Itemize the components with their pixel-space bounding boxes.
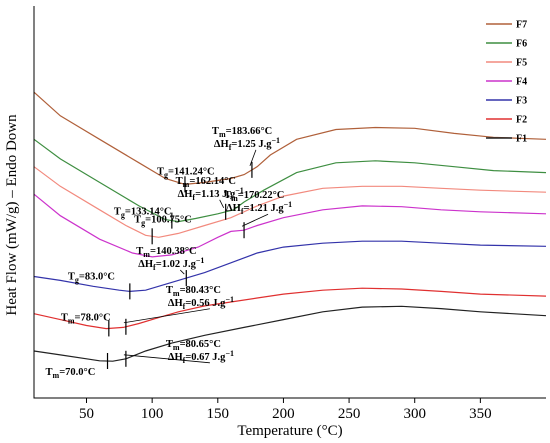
annotation-leader [249, 149, 257, 166]
series-line-f5 [33, 166, 547, 238]
legend-label: F5 [516, 58, 527, 69]
annotation-label: Tm=70.0°C [46, 367, 96, 380]
x-tick-label: 100 [141, 406, 164, 422]
series-line-f3 [33, 240, 547, 293]
legend-label: F2 [516, 115, 527, 126]
annotation-label: Tg=141.24°C [157, 166, 215, 179]
x-tick-label: 150 [207, 406, 230, 422]
annotation-label: Tm=80.65°C [166, 339, 221, 352]
series-line-f7 [33, 91, 547, 186]
x-tick-label: 300 [403, 406, 426, 422]
axis-frame [33, 6, 546, 399]
annotation-enthalpy: ΔHf=1.25 J.g−1 [214, 136, 280, 152]
annotation-label: Tm=170.22°C [224, 190, 284, 203]
x-tick-label: 250 [338, 406, 361, 422]
annotation-enthalpy: ΔHf=1.21 J.g−1 [226, 200, 292, 216]
x-axis-title: Temperature (°C) [237, 423, 342, 439]
series-line-f1 [33, 305, 547, 362]
annotation-label: Tm=140.38°C [136, 246, 196, 259]
y-axis-title: Heat Flow (mW/g) – Endo Down [4, 114, 20, 316]
annotation-enthalpy: ΔHf=0.56 J.g−1 [168, 295, 234, 311]
x-tick-label: 350 [469, 406, 492, 422]
x-tick-label: 50 [79, 406, 94, 422]
legend-label: F1 [516, 134, 527, 145]
annotation-label: Tg=100.75°C [134, 214, 192, 227]
annotation-enthalpy: ΔHf=0.67 J.g−1 [168, 349, 234, 365]
annotation-leader [123, 354, 210, 364]
annotation-label: Tg=133.14°C [114, 207, 172, 220]
x-tick-label: 200 [272, 406, 295, 422]
annotation-label: Tm=78.0°C [61, 312, 111, 325]
annotation-leader [219, 199, 225, 208]
annotation-leader [241, 213, 269, 227]
annotation-label: Tm=80.43°C [166, 285, 221, 298]
annotation-label: Tg=83.0°C [68, 271, 115, 284]
legend-label: F3 [516, 96, 527, 107]
legend: F7 F6 F5 F4 F3 F2 F1 [486, 20, 527, 145]
series-line-f4 [33, 193, 547, 258]
legend-label: F4 [516, 77, 527, 88]
annotation-leader [123, 308, 210, 324]
annotation-label: Tm=162.14°C [176, 176, 236, 189]
legend-label: F6 [516, 39, 527, 50]
annotation-label: Tm=183.66°C [212, 126, 272, 139]
axes: 50 100 150 200 250 300 350 [33, 6, 546, 422]
legend-label: F7 [516, 20, 527, 31]
series-line-f2 [33, 287, 547, 330]
series-line-f6 [33, 138, 547, 223]
annotation-enthalpy: ΔHf=1.02 J.g−1 [138, 256, 204, 272]
annotation-leader [180, 269, 185, 275]
annotation-enthalpy: ΔHf=1.13 J.g−1 [178, 186, 244, 202]
series-lines [33, 91, 547, 362]
